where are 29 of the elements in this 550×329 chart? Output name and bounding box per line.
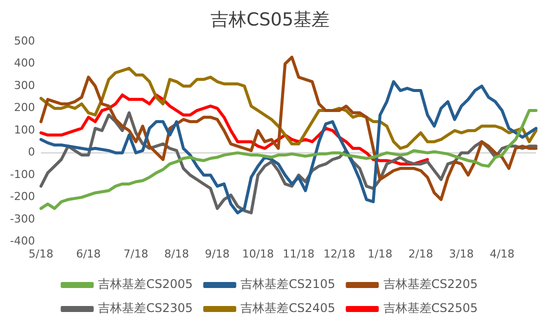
- x-tick-label: 1/18: [368, 247, 392, 260]
- y-tick-label: 400: [14, 56, 35, 70]
- legend-label: 吉林基差CS2505: [383, 301, 478, 316]
- x-tick-label: 2/18: [408, 247, 434, 260]
- x-tick-label: 11/18: [282, 247, 315, 260]
- legend-label: 吉林基差CS2005: [98, 277, 193, 292]
- chart-title: 吉林CS05基差: [210, 9, 330, 30]
- legend-label: 吉林基差CS2105: [240, 277, 336, 292]
- y-tick-label: 0: [28, 146, 35, 159]
- y-tick-label: -300: [10, 212, 35, 226]
- x-tick-label: 7/18: [124, 247, 148, 260]
- legend-label: 吉林基差CS2405: [240, 301, 336, 316]
- y-tick-label: 200: [14, 101, 35, 114]
- y-tick-label: -100: [10, 168, 35, 181]
- y-tick-label: 300: [14, 78, 35, 92]
- y-tick-label: -200: [10, 190, 35, 204]
- x-tick-label: 5/18: [28, 247, 54, 260]
- legend-label: 吉林基差CS2205: [383, 277, 478, 292]
- x-tick-label: 12/18: [323, 247, 356, 260]
- x-tick-label: 8/18: [164, 247, 189, 260]
- legend-label: 吉林基差CS2305: [98, 301, 193, 316]
- y-tick-label: 500: [14, 34, 35, 48]
- x-tick-label: 3/18: [449, 247, 474, 260]
- y-tick-label: -400: [10, 234, 35, 248]
- x-tick-label: 9/18: [204, 247, 230, 260]
- y-tick-label: 100: [14, 123, 35, 136]
- x-tick-label: 4/18: [490, 247, 514, 260]
- x-tick-label: 10/18: [242, 247, 274, 260]
- x-tick-label: 6/18: [76, 247, 101, 260]
